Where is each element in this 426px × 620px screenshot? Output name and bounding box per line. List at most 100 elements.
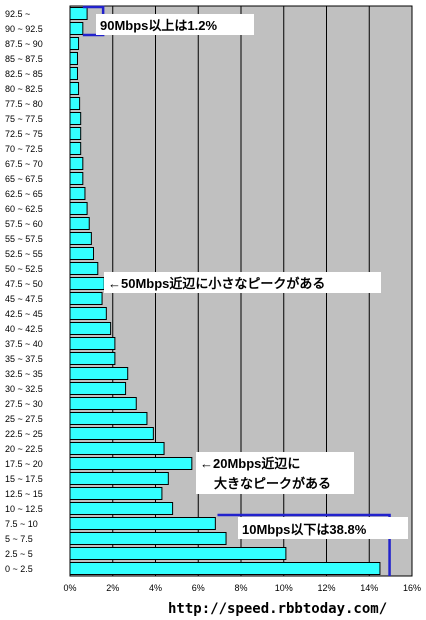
- bar: [69, 112, 82, 125]
- bars: [69, 7, 381, 575]
- x-tick-label: 2%: [106, 583, 119, 593]
- plot-border: [69, 5, 413, 577]
- bar: [69, 442, 165, 455]
- bar: [69, 37, 80, 50]
- bar: [69, 217, 90, 230]
- bar: [69, 472, 169, 485]
- category-label: 2.5 ~ 5: [5, 549, 33, 559]
- annotation-90mbps: 90Mbps以上は1.2%: [100, 18, 217, 33]
- bar: [69, 157, 84, 170]
- category-label: 32.5 ~ 35: [5, 369, 43, 379]
- bar: [69, 52, 78, 65]
- bar: [69, 97, 81, 110]
- category-label: 15 ~ 17.5: [5, 474, 43, 484]
- bar: [69, 202, 88, 215]
- category-label: 70 ~ 72.5: [5, 144, 43, 154]
- annotation-box-20: [196, 452, 354, 494]
- category-label: 20 ~ 22.5: [5, 444, 43, 454]
- category-label: 60 ~ 62.5: [5, 204, 43, 214]
- category-label: 57.5 ~ 60: [5, 219, 43, 229]
- annotation-50mbps-peak: ←50Mbps近辺に小さなピークがある: [108, 276, 325, 291]
- x-tick-label: 16%: [403, 583, 421, 593]
- bar: [69, 367, 129, 380]
- category-label: 92.5 ~: [5, 9, 30, 19]
- x-tick-label: 10%: [275, 583, 293, 593]
- category-label: 22.5 ~ 25: [5, 429, 43, 439]
- category-label: 80 ~ 82.5: [5, 84, 43, 94]
- annotation-box-50: [104, 272, 381, 293]
- x-tick-label: 8%: [234, 583, 247, 593]
- bar: [69, 502, 174, 515]
- bar: [69, 292, 103, 305]
- category-label: 75 ~ 77.5: [5, 114, 43, 124]
- category-label: 45 ~ 47.5: [5, 294, 43, 304]
- bar: [69, 412, 148, 425]
- bar: [69, 22, 84, 35]
- category-label: 40 ~ 42.5: [5, 324, 43, 334]
- category-label: 90 ~ 92.5: [5, 24, 43, 34]
- annotation-box-10: [238, 517, 408, 539]
- bar: [69, 172, 84, 185]
- category-label: 65 ~ 67.5: [5, 174, 43, 184]
- category-label: 7.5 ~ 10: [5, 519, 38, 529]
- bar: [69, 277, 105, 290]
- category-label: 52.5 ~ 55: [5, 249, 43, 259]
- x-tick-labels: 0% 2% 4% 6% 8% 10% 12% 14% 16%: [63, 583, 421, 593]
- x-tick-label: 4%: [149, 583, 162, 593]
- bar: [69, 82, 80, 95]
- category-label: 0 ~ 2.5: [5, 564, 33, 574]
- category-label: 62.5 ~ 65: [5, 189, 43, 199]
- category-label: 50 ~ 52.5: [5, 264, 43, 274]
- category-label: 72.5 ~ 75: [5, 129, 43, 139]
- category-label: 10 ~ 12.5: [5, 504, 43, 514]
- bar: [69, 307, 107, 320]
- bar: [69, 127, 82, 140]
- bar: [69, 382, 127, 395]
- bar: [69, 262, 99, 275]
- bar: [69, 457, 193, 470]
- bar: [69, 7, 88, 20]
- bar: [69, 232, 92, 245]
- category-label: 27.5 ~ 30: [5, 399, 43, 409]
- x-tick-label: 12%: [317, 583, 335, 593]
- annotation-box-90: [96, 14, 254, 35]
- category-label: 37.5 ~ 40: [5, 339, 43, 349]
- annotation-20mbps-peak-line1: ←20Mbps近辺に: [200, 456, 300, 471]
- category-label: 47.5 ~ 50: [5, 279, 43, 289]
- x-tick-label: 6%: [192, 583, 205, 593]
- bar: [69, 142, 82, 155]
- category-label: 82.5 ~ 85: [5, 69, 43, 79]
- bar: [69, 517, 216, 530]
- bar: [69, 397, 137, 410]
- bar: [69, 562, 381, 575]
- bar: [69, 352, 116, 365]
- category-labels: 0 ~ 2.5 2.5 ~ 5 5 ~ 7.5 7.5 ~ 10 10 ~ 12.5 12…: [5, 9, 43, 574]
- source-url: http://speed.rbbtoday.com/: [168, 601, 387, 617]
- bar: [69, 427, 154, 440]
- category-label: 67.5 ~ 70: [5, 159, 43, 169]
- category-label: 42.5 ~ 45: [5, 309, 43, 319]
- bar: [69, 187, 86, 200]
- category-label: 5 ~ 7.5: [5, 534, 33, 544]
- annotation-10mbps: 10Mbps以下は38.8%: [242, 522, 367, 537]
- category-label: 77.5 ~ 80: [5, 99, 43, 109]
- bar: [69, 532, 227, 545]
- bar: [69, 322, 112, 335]
- category-label: 87.5 ~ 90: [5, 39, 43, 49]
- category-label: 55 ~ 57.5: [5, 234, 43, 244]
- category-label: 12.5 ~ 15: [5, 489, 43, 499]
- x-tick-label: 0%: [63, 583, 76, 593]
- annotation-20mbps-peak-line2: 大きなピークがある: [214, 476, 331, 491]
- bar: [69, 487, 163, 500]
- bar: [69, 67, 78, 80]
- category-label: 35 ~ 37.5: [5, 354, 43, 364]
- bracket-10mbps: [217, 513, 391, 576]
- bar: [69, 547, 287, 560]
- x-tick-label: 14%: [360, 583, 378, 593]
- category-label: 85 ~ 87.5: [5, 54, 43, 64]
- category-label: 30 ~ 32.5: [5, 384, 43, 394]
- category-label: 25 ~ 27.5: [5, 414, 43, 424]
- bar: [69, 247, 95, 260]
- category-label: 17.5 ~ 20: [5, 459, 43, 469]
